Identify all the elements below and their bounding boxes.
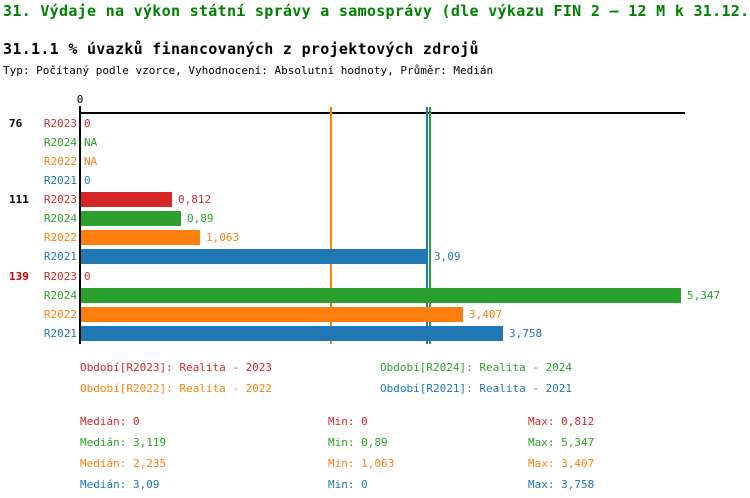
value-label-r2022: NA: [84, 155, 98, 168]
group-label-111: 111: [9, 193, 29, 206]
value-label-r2023: 0: [84, 270, 91, 283]
stat-max-r2021: Max: 3,758: [528, 478, 595, 491]
stat-min-r2022: Min: 1,063: [328, 457, 395, 470]
row-label-r2024: R2024: [43, 136, 77, 149]
stat-min-r2021: Min: 0: [328, 478, 368, 491]
indicator-subtitle: 31.1.1 % úvazků financovaných z projekto…: [3, 40, 479, 58]
value-label-r2021: 3,758: [509, 327, 543, 340]
bar-r2024: [81, 288, 681, 303]
row-label-r2021: R2021: [43, 250, 77, 263]
bar-r2023: [81, 192, 172, 207]
bar-r2022: [81, 307, 463, 322]
x-axis-line: [80, 112, 685, 114]
median-line-r2021: [425, 107, 428, 344]
legend-item-r2022: Období[R2022]: Realita - 2022: [80, 382, 273, 395]
group-label-139: 139: [9, 270, 29, 283]
row-label-r2022: R2022: [43, 155, 77, 168]
stat-max-r2024: Max: 5,347: [528, 436, 595, 449]
bar-r2021: [81, 249, 428, 264]
value-label-r2024: 0,89: [187, 212, 214, 225]
indicator-meta: Typ: Počítaný podle vzorce, Vyhodnocení:…: [3, 64, 494, 77]
stat-max-r2022: Max: 3,407: [528, 457, 595, 470]
bar-r2024: [81, 211, 181, 226]
legend-item-r2021: Období[R2021]: Realita - 2021: [380, 382, 573, 395]
stat-min-r2023: Min: 0: [328, 415, 368, 428]
row-label-r2021: R2021: [43, 174, 77, 187]
stat-median-r2024: Medián: 3,119: [80, 436, 167, 449]
median-line-r2022: [329, 107, 332, 344]
stat-median-r2023: Medián: 0: [80, 415, 140, 428]
stat-min-r2024: Min: 0,89: [328, 436, 388, 449]
value-label-r2024: NA: [84, 136, 98, 149]
row-label-r2021: R2021: [43, 327, 77, 340]
page-title: 31. Výdaje na výkon státní správy a samo…: [3, 2, 750, 20]
row-label-r2023: R2023: [43, 117, 77, 130]
legend-item-r2024: Období[R2024]: Realita - 2024: [380, 361, 573, 374]
stat-median-r2022: Medián: 2,235: [80, 457, 167, 470]
stat-median-r2021: Medián: 3,09: [80, 478, 160, 491]
y-axis-line: [79, 106, 81, 344]
value-label-r2023: 0: [84, 117, 91, 130]
row-label-r2022: R2022: [43, 308, 77, 321]
value-label-r2022: 1,063: [206, 231, 240, 244]
value-label-r2023: 0,812: [178, 193, 212, 206]
row-label-r2024: R2024: [43, 212, 77, 225]
legend-item-r2023: Období[R2023]: Realita - 2023: [80, 361, 273, 374]
row-label-r2024: R2024: [43, 289, 77, 302]
value-label-r2021: 0: [84, 174, 91, 187]
row-label-r2022: R2022: [43, 231, 77, 244]
bar-r2021: [81, 326, 503, 341]
row-label-r2023: R2023: [43, 193, 77, 206]
value-label-r2021: 3,09: [434, 250, 461, 263]
value-label-r2024: 5,347: [687, 289, 721, 302]
group-label-76: 76: [9, 117, 23, 130]
median-line-r2024: [429, 107, 431, 344]
stat-max-r2023: Max: 0,812: [528, 415, 595, 428]
bar-r2022: [81, 230, 200, 245]
row-label-r2023: R2023: [43, 270, 77, 283]
x-axis-tick-label: 0: [76, 93, 84, 106]
value-label-r2022: 3,407: [469, 308, 503, 321]
